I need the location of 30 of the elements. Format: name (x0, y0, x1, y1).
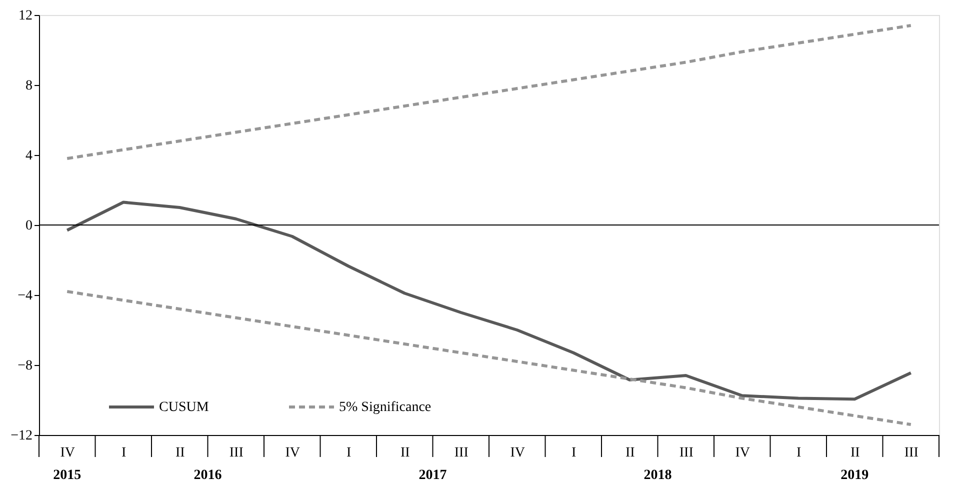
legend-label: CUSUM (159, 400, 210, 415)
y-tick-label: 4 (26, 148, 32, 164)
x-tick-label: IV (735, 446, 750, 460)
y-tick-label: 12 (18, 8, 32, 24)
text: 2018 (644, 468, 672, 483)
y-tick-label: −4 (18, 288, 32, 304)
y-tick-label: −12 (10, 428, 32, 444)
y-tick-label: −8 (18, 358, 32, 374)
legend-label: 5% Significance (339, 400, 432, 415)
x-tick-label: III (904, 446, 919, 460)
x-tick-label: II (175, 446, 186, 460)
y-tick-label: 0 (26, 218, 32, 234)
y-tick-label: 8 (26, 78, 32, 94)
x-tick-label: I (796, 446, 802, 460)
text: 2017 (418, 468, 447, 483)
x-tick-label: I (346, 446, 352, 460)
text: 2015 (53, 468, 82, 483)
x-tick-label: I (572, 446, 577, 460)
x-tick-label: II (850, 446, 860, 460)
x-tick-label: II (400, 446, 410, 460)
x-tick-label: IV (510, 446, 526, 460)
x-tick-label: IV (285, 446, 300, 460)
x-tick-label: III (229, 446, 244, 460)
text: 2016 (194, 468, 222, 483)
x-tick-label: II (625, 446, 636, 460)
x-tick-label: I (122, 446, 127, 460)
text: 2019 (840, 468, 869, 483)
x-tick-label: IV (60, 446, 76, 460)
x-tick-label: III (679, 446, 694, 460)
x-tick-label: III (454, 446, 469, 460)
